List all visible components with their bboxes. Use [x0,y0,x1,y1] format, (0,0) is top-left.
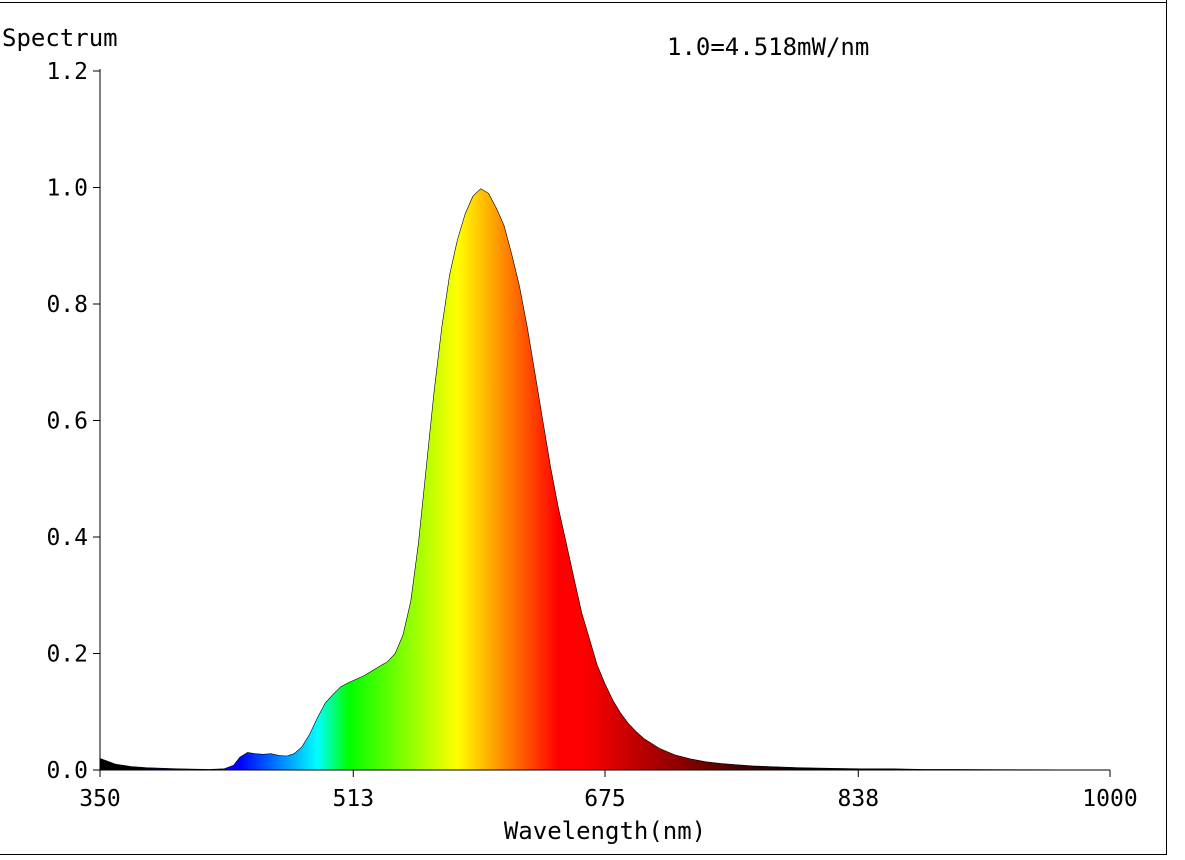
top-border [0,2,1167,3]
scale-annotation: 1.0=4.518mW/nm [667,33,869,61]
chart-title: Spectrum [2,24,118,52]
x-tick-label: 350 [79,786,121,812]
y-tick-label: 1.2 [46,59,88,85]
plot-area [99,188,1111,771]
x-axis-label: Wavelength(nm) [504,817,706,845]
y-tick-label: 0.4 [46,525,88,551]
y-tick-label: 0.2 [46,642,88,668]
chart-frame [0,0,1167,855]
x-tick-label: 1000 [1082,786,1137,812]
axes: 0.0 0.2 0.4 0.6 0.8 1.0 1.2 350 513 675 838 1000 [46,59,1137,812]
y-tick-label: 0.8 [46,292,88,318]
y-tick-label: 0.6 [46,409,88,435]
x-tick-label: 675 [584,786,626,812]
spectrum-chart: Spectrum 1.0=4.518mW/nm Wavelength(nm) 0… [2,24,1138,845]
x-tick-label: 513 [333,786,375,812]
spectrum-area-0 [99,188,1111,771]
x-tick-label: 838 [838,786,880,812]
y-tick-label: 0.0 [46,758,88,784]
y-tick-label: 1.0 [46,176,88,202]
